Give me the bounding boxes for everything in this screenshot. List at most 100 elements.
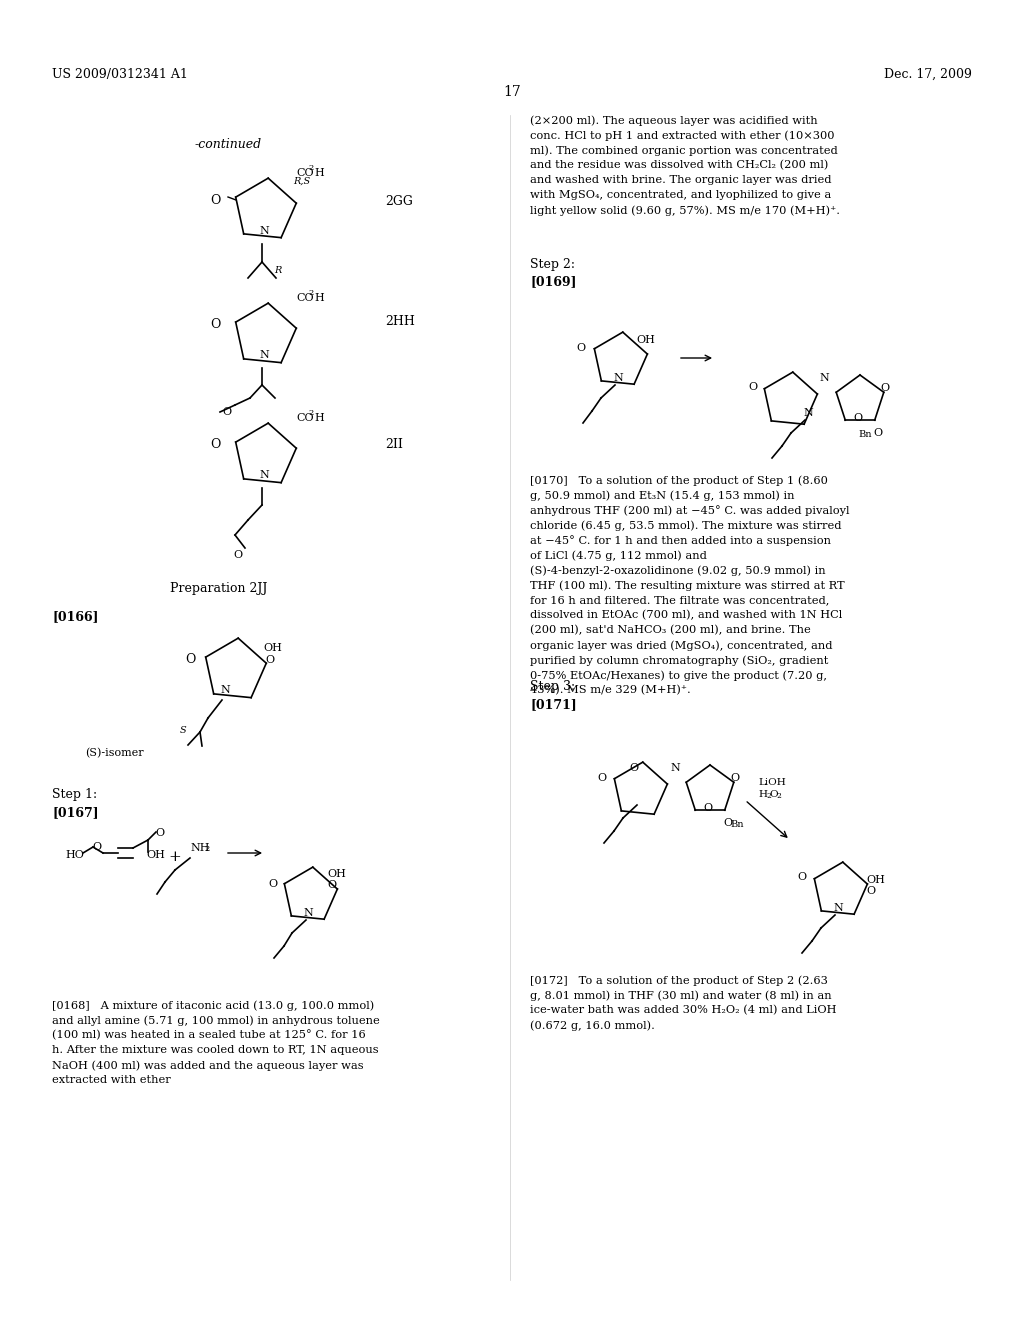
Text: and the residue was dissolved with CH₂Cl₂ (200 ml): and the residue was dissolved with CH₂Cl…: [530, 160, 828, 170]
Text: organic layer was dried (MgSO₄), concentrated, and: organic layer was dried (MgSO₄), concent…: [530, 640, 833, 651]
Text: N: N: [670, 763, 680, 774]
Text: (100 ml) was heated in a sealed tube at 125° C. for 16: (100 ml) was heated in a sealed tube at …: [52, 1030, 366, 1040]
Text: O: O: [210, 438, 220, 451]
Text: 2GG: 2GG: [385, 195, 413, 209]
Text: R,S: R,S: [293, 177, 310, 186]
Text: N: N: [259, 470, 269, 480]
Text: 2: 2: [776, 792, 781, 800]
Text: [0171]: [0171]: [530, 698, 577, 711]
Text: N: N: [303, 908, 313, 917]
Text: of LiCl (4.75 g, 112 mmol) and: of LiCl (4.75 g, 112 mmol) and: [530, 550, 707, 561]
Text: ml). The combined organic portion was concentrated: ml). The combined organic portion was co…: [530, 145, 838, 156]
Text: Step 2:: Step 2:: [530, 257, 575, 271]
Text: US 2009/0312341 A1: US 2009/0312341 A1: [52, 69, 187, 81]
Text: Bn: Bn: [730, 820, 743, 829]
Text: CO: CO: [296, 168, 313, 178]
Text: chloride (6.45 g, 53.5 mmol). The mixture was stirred: chloride (6.45 g, 53.5 mmol). The mixtur…: [530, 520, 842, 531]
Text: OH: OH: [866, 875, 885, 884]
Text: extracted with ether: extracted with ether: [52, 1074, 171, 1085]
Text: O: O: [185, 653, 196, 667]
Text: NaOH (400 ml) was added and the aqueous layer was: NaOH (400 ml) was added and the aqueous …: [52, 1060, 364, 1071]
Text: O: O: [155, 828, 164, 838]
Text: +: +: [169, 850, 181, 865]
Text: light yellow solid (9.60 g, 57%). MS m/e 170 (M+H)⁺.: light yellow solid (9.60 g, 57%). MS m/e…: [530, 205, 840, 215]
Text: with MgSO₄, concentrated, and lyophilized to give a: with MgSO₄, concentrated, and lyophilize…: [530, 190, 831, 201]
Text: N: N: [613, 374, 623, 383]
Text: O: O: [797, 873, 806, 882]
Text: O: O: [748, 381, 757, 392]
Text: 2HH: 2HH: [385, 315, 415, 327]
Text: N: N: [259, 350, 269, 360]
Text: [0167]: [0167]: [52, 807, 98, 818]
Text: h. After the mixture was cooled down to RT, 1N aqueous: h. After the mixture was cooled down to …: [52, 1045, 379, 1055]
Text: O: O: [222, 407, 231, 417]
Text: [0168]   A mixture of itaconic acid (13.0 g, 100.0 mmol): [0168] A mixture of itaconic acid (13.0 …: [52, 1001, 374, 1011]
Text: O: O: [629, 763, 638, 774]
Text: dissolved in EtOAc (700 ml), and washed with 1N HCl: dissolved in EtOAc (700 ml), and washed …: [530, 610, 843, 620]
Text: N: N: [259, 226, 269, 236]
Text: -continued: -continued: [195, 139, 262, 150]
Text: 2: 2: [308, 289, 313, 297]
Text: anhydrous THF (200 ml) at −45° C. was added pivaloyl: anhydrous THF (200 ml) at −45° C. was ad…: [530, 506, 850, 516]
Text: Preparation 2JJ: Preparation 2JJ: [170, 582, 267, 595]
Text: LiOH: LiOH: [758, 777, 785, 787]
Text: O: O: [92, 842, 101, 851]
Text: Dec. 17, 2009: Dec. 17, 2009: [884, 69, 972, 81]
Text: OH: OH: [146, 850, 165, 861]
Text: [0169]: [0169]: [530, 275, 577, 288]
Text: CO: CO: [296, 293, 313, 304]
Text: Step 1:: Step 1:: [52, 788, 97, 801]
Text: N: N: [819, 374, 828, 383]
Text: O: O: [210, 194, 220, 207]
Text: O: O: [703, 803, 712, 813]
Text: O: O: [233, 550, 242, 560]
Text: THF (100 ml). The resulting mixture was stirred at RT: THF (100 ml). The resulting mixture was …: [530, 579, 845, 590]
Text: g, 8.01 mmol) in THF (30 ml) and water (8 ml) in an: g, 8.01 mmol) in THF (30 ml) and water (…: [530, 990, 831, 1001]
Text: [0170]   To a solution of the product of Step 1 (8.60: [0170] To a solution of the product of S…: [530, 475, 827, 486]
Text: and washed with brine. The organic layer was dried: and washed with brine. The organic layer…: [530, 176, 831, 185]
Text: O: O: [723, 818, 732, 828]
Text: and allyl amine (5.71 g, 100 mmol) in anhydrous toluene: and allyl amine (5.71 g, 100 mmol) in an…: [52, 1015, 380, 1026]
Text: NH: NH: [190, 843, 210, 853]
Text: 2: 2: [204, 845, 209, 853]
Text: OH: OH: [263, 643, 282, 653]
Text: O: O: [853, 413, 862, 422]
Text: Step 3:: Step 3:: [530, 680, 575, 693]
Text: N: N: [220, 685, 229, 696]
Text: OH: OH: [327, 869, 346, 879]
Text: O: O: [265, 655, 274, 665]
Text: 2: 2: [308, 164, 313, 172]
Text: (S)-isomer: (S)-isomer: [85, 748, 143, 758]
Text: OH: OH: [636, 335, 655, 345]
Text: g, 50.9 mmol) and Et₃N (15.4 g, 153 mmol) in: g, 50.9 mmol) and Et₃N (15.4 g, 153 mmol…: [530, 490, 795, 500]
Text: ice-water bath was added 30% H₂O₂ (4 ml) and LiOH: ice-water bath was added 30% H₂O₂ (4 ml)…: [530, 1005, 837, 1015]
Text: (2×200 ml). The aqueous layer was acidified with: (2×200 ml). The aqueous layer was acidif…: [530, 115, 817, 125]
Text: (S)-4-benzyl-2-oxazolidinone (9.02 g, 50.9 mmol) in: (S)-4-benzyl-2-oxazolidinone (9.02 g, 50…: [530, 565, 825, 576]
Text: for 16 h and filtered. The filtrate was concentrated,: for 16 h and filtered. The filtrate was …: [530, 595, 829, 605]
Text: H: H: [314, 413, 324, 422]
Text: at −45° C. for 1 h and then added into a suspension: at −45° C. for 1 h and then added into a…: [530, 535, 831, 546]
Text: O: O: [880, 383, 889, 393]
Text: O: O: [210, 318, 220, 331]
Text: (200 ml), sat'd NaHCO₃ (200 ml), and brine. The: (200 ml), sat'd NaHCO₃ (200 ml), and bri…: [530, 624, 811, 635]
Text: purified by column chromatography (SiO₂, gradient: purified by column chromatography (SiO₂,…: [530, 655, 828, 665]
Text: O: O: [866, 886, 876, 896]
Text: conc. HCl to pH 1 and extracted with ether (10×300: conc. HCl to pH 1 and extracted with eth…: [530, 129, 835, 140]
Text: CO: CO: [296, 413, 313, 422]
Text: 43%). MS m/e 329 (M+H)⁺.: 43%). MS m/e 329 (M+H)⁺.: [530, 685, 691, 696]
Text: O: O: [575, 343, 585, 352]
Text: [0166]: [0166]: [52, 610, 98, 623]
Text: H: H: [758, 789, 767, 799]
Text: N: N: [834, 903, 843, 913]
Text: O: O: [597, 774, 606, 783]
Text: HO: HO: [65, 850, 84, 861]
Text: R: R: [274, 267, 282, 275]
Text: H: H: [314, 168, 324, 178]
Text: [0172]   To a solution of the product of Step 2 (2.63: [0172] To a solution of the product of S…: [530, 975, 827, 986]
Text: O: O: [769, 789, 777, 799]
Text: 2II: 2II: [385, 438, 402, 451]
Text: N: N: [803, 408, 813, 418]
Text: O: O: [730, 774, 739, 783]
Text: 2: 2: [308, 409, 313, 417]
Text: S: S: [180, 726, 186, 735]
